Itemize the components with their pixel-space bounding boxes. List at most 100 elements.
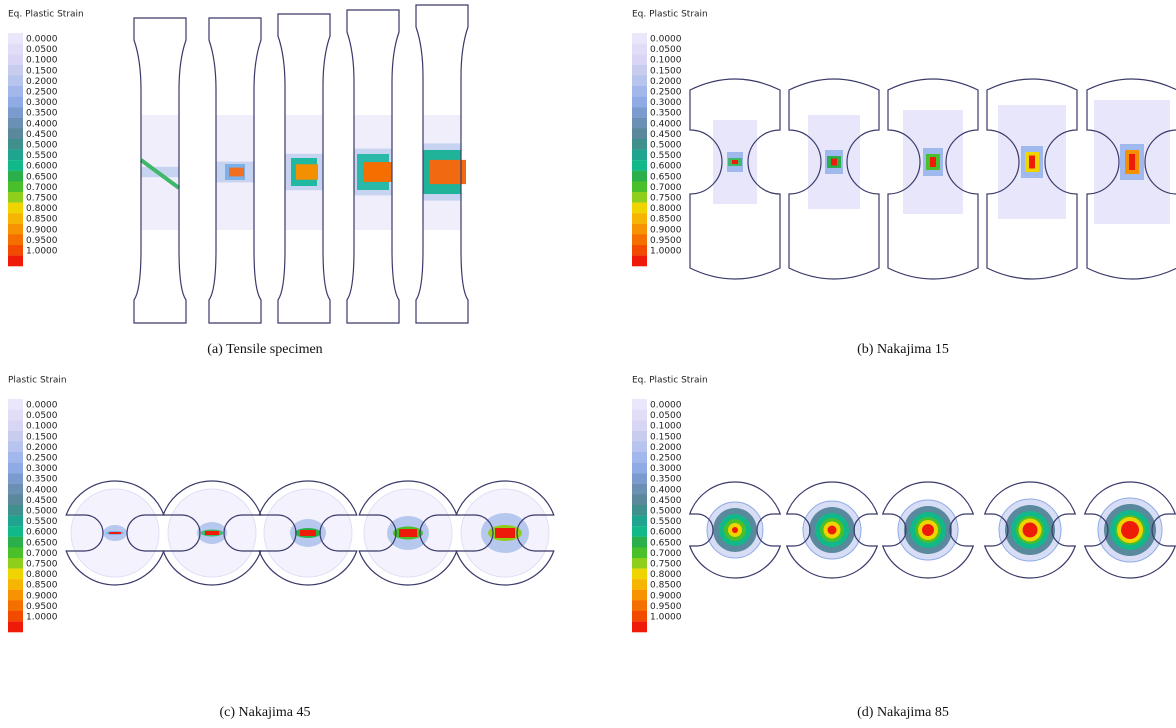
legend-swatch bbox=[632, 181, 647, 192]
legend-swatch bbox=[8, 622, 23, 633]
legend-swatch bbox=[632, 463, 647, 474]
legend-label: 0.8000 bbox=[26, 204, 58, 214]
legend-swatch bbox=[632, 54, 647, 65]
strain-core bbox=[831, 159, 837, 166]
legend-label: 0.6500 bbox=[650, 172, 682, 182]
legend-swatch bbox=[8, 150, 23, 161]
legend-swatch bbox=[8, 431, 23, 442]
legend-label: 0.6000 bbox=[26, 162, 58, 172]
legend-label: 0.9000 bbox=[650, 591, 682, 601]
legend-label: 0.8500 bbox=[650, 215, 682, 225]
legend-swatch bbox=[632, 203, 647, 214]
legend-label: 0.2000 bbox=[650, 443, 682, 453]
caption: (b) Nakajima 15 bbox=[857, 342, 949, 357]
legend-label: 0.6500 bbox=[26, 538, 58, 548]
legend-label: 0.4500 bbox=[650, 130, 682, 140]
legend-swatch bbox=[8, 86, 23, 97]
legend-swatch bbox=[8, 234, 23, 245]
legend-label: 0.4000 bbox=[26, 119, 58, 129]
legend-swatch bbox=[632, 234, 647, 245]
legend-label: 0.7500 bbox=[650, 560, 682, 570]
legend-swatch bbox=[8, 558, 23, 569]
legend-label: 0.7000 bbox=[26, 549, 58, 559]
legend-label: 0.0000 bbox=[650, 401, 682, 411]
legend-swatch bbox=[632, 33, 647, 44]
legend-title: Eq. Plastic Strain bbox=[632, 376, 708, 386]
legend-swatch bbox=[8, 547, 23, 558]
legend-label: 0.0000 bbox=[26, 401, 58, 411]
legend-label: 0.5000 bbox=[26, 141, 58, 151]
legend-swatch bbox=[8, 452, 23, 463]
legend-swatch bbox=[8, 107, 23, 118]
strain-ring bbox=[1023, 523, 1038, 538]
legend-swatch bbox=[632, 484, 647, 495]
legend-swatch bbox=[8, 441, 23, 452]
legend-label: 0.5000 bbox=[650, 507, 682, 517]
legend-swatch bbox=[8, 181, 23, 192]
legend-swatch bbox=[8, 505, 23, 516]
legend-label: 0.5000 bbox=[650, 141, 682, 151]
legend-label: 0.0500 bbox=[650, 411, 682, 421]
legend-label: 0.2500 bbox=[650, 454, 682, 464]
strain-core bbox=[363, 162, 392, 182]
legend-swatch bbox=[8, 579, 23, 590]
legend-label: 0.0000 bbox=[650, 35, 682, 45]
legend-label: 0.0500 bbox=[26, 45, 58, 55]
legend-label: 0.3500 bbox=[26, 475, 58, 485]
strain-ring bbox=[922, 524, 934, 536]
legend-label: 0.1500 bbox=[26, 66, 58, 76]
legend-label: 0.2500 bbox=[650, 88, 682, 98]
legend-swatch bbox=[632, 420, 647, 431]
legend-label: 0.3500 bbox=[26, 109, 58, 119]
legend-label: 0.1000 bbox=[26, 56, 58, 66]
legend-swatch bbox=[632, 516, 647, 527]
legend-label: 0.2000 bbox=[26, 443, 58, 453]
legend-swatch bbox=[632, 160, 647, 171]
legend-swatch bbox=[632, 75, 647, 86]
legend-swatch bbox=[8, 33, 23, 44]
legend-label: 0.3500 bbox=[650, 109, 682, 119]
legend-label: 1.0000 bbox=[650, 247, 682, 257]
legend-label: 0.9500 bbox=[26, 602, 58, 612]
legend-label: 0.5500 bbox=[26, 517, 58, 527]
legend-label: 0.8500 bbox=[650, 581, 682, 591]
legend-swatch bbox=[8, 203, 23, 214]
legend-swatch bbox=[8, 97, 23, 108]
legend-label: 0.9000 bbox=[26, 591, 58, 601]
legend-swatch bbox=[8, 44, 23, 55]
strain-ring bbox=[828, 526, 837, 535]
legend-swatch bbox=[632, 537, 647, 548]
legend-swatch bbox=[632, 213, 647, 224]
legend-label: 0.9000 bbox=[650, 225, 682, 235]
legend-swatch bbox=[632, 118, 647, 129]
legend-label: 0.4000 bbox=[650, 485, 682, 495]
legend-label: 0.6500 bbox=[26, 172, 58, 182]
legend-swatch bbox=[8, 526, 23, 537]
legend-label: 0.2500 bbox=[26, 454, 58, 464]
legend-label: 0.0500 bbox=[650, 45, 682, 55]
legend-title: Eq. Plastic Strain bbox=[8, 10, 84, 20]
legend-label: 0.1500 bbox=[650, 66, 682, 76]
legend-swatch bbox=[8, 494, 23, 505]
legend-swatch bbox=[8, 537, 23, 548]
legend-label: 0.6000 bbox=[26, 528, 58, 538]
legend-label: 0.1000 bbox=[650, 56, 682, 66]
legend-swatch bbox=[8, 213, 23, 224]
legend-swatch bbox=[632, 399, 647, 410]
legend-swatch bbox=[632, 569, 647, 580]
legend-swatch bbox=[8, 590, 23, 601]
legend-label: 0.4500 bbox=[650, 496, 682, 506]
legend-swatch bbox=[632, 410, 647, 421]
legend-label: 0.0000 bbox=[26, 35, 58, 45]
legend-swatch bbox=[632, 44, 647, 55]
legend-swatch bbox=[632, 494, 647, 505]
legend-label: 0.3500 bbox=[650, 475, 682, 485]
legend-label: 0.9000 bbox=[26, 225, 58, 235]
legend-swatch bbox=[632, 600, 647, 611]
strain-core bbox=[1029, 156, 1035, 169]
legend-label: 0.8500 bbox=[26, 215, 58, 225]
legend-label: 0.3000 bbox=[26, 98, 58, 108]
legend-swatch bbox=[8, 484, 23, 495]
legend-swatch bbox=[8, 224, 23, 235]
legend-swatch bbox=[632, 441, 647, 452]
